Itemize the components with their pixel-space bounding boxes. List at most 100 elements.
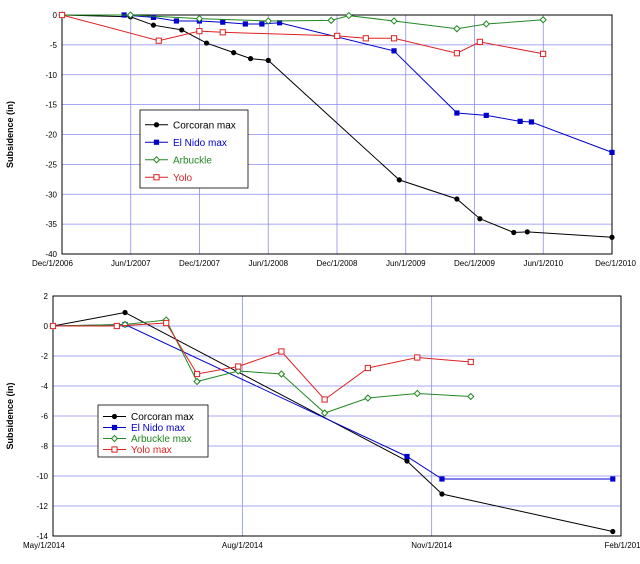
series-el-nido-max	[50, 321, 616, 482]
data-point	[278, 348, 285, 355]
data-point	[58, 11, 66, 19]
x-tick-label: Feb/1/2015	[605, 541, 640, 550]
data-point	[196, 28, 203, 35]
data-point	[517, 118, 523, 124]
data-point	[277, 370, 286, 378]
series-arbuckle	[58, 11, 547, 33]
plot-frame	[61, 14, 613, 255]
data-point	[482, 20, 490, 28]
data-point	[404, 458, 410, 464]
legend-entry: Corcoran max	[131, 412, 194, 423]
y-tick-label: -12	[36, 502, 48, 511]
data-point	[610, 528, 616, 535]
y-tick-label: -10	[36, 472, 48, 481]
data-point	[334, 32, 341, 40]
x-tick-label: Aug/1/2014	[222, 541, 263, 550]
y-tick-label: -5	[50, 41, 58, 50]
plot-frame	[52, 295, 622, 537]
y-tick-label: 0	[53, 11, 58, 20]
data-point	[609, 234, 615, 240]
x-tick-label: Dec/1/2008	[317, 259, 358, 268]
data-point	[179, 27, 185, 33]
y-tick-label: 2	[44, 292, 49, 301]
x-tick-label: Jun/1/2007	[111, 259, 151, 268]
y-axis-label: Subsidence (in)	[5, 382, 15, 449]
y-tick-label: 0	[44, 322, 49, 331]
series-line	[53, 322, 471, 401]
data-point	[219, 29, 226, 36]
data-point	[203, 40, 210, 46]
data-point	[173, 18, 180, 24]
legend-marker	[111, 413, 118, 420]
data-point	[364, 364, 371, 372]
data-point	[248, 56, 254, 62]
y-tick-label: -2	[41, 352, 49, 361]
data-point	[235, 363, 242, 370]
data-point	[327, 16, 335, 25]
x-tick-label: Jun/1/2010	[523, 259, 563, 268]
y-tick-label: -15	[45, 101, 57, 110]
y-tick-label: -8	[41, 442, 49, 451]
x-tick-label: Dec/1/2007	[179, 259, 220, 268]
data-point	[414, 354, 421, 361]
legend-entry: El Nido max	[131, 423, 185, 434]
y-axis-label: Subsidence (in)	[5, 101, 15, 168]
data-point	[242, 21, 248, 27]
y-tick-label: -4	[41, 382, 49, 391]
data-point	[467, 392, 475, 401]
legend-marker	[111, 424, 118, 431]
data-point	[390, 17, 398, 25]
data-point	[540, 50, 547, 57]
data-point	[126, 11, 135, 19]
series-line	[52, 319, 471, 414]
data-point	[528, 119, 535, 125]
y-tick-label: -35	[45, 220, 57, 229]
series-line	[61, 14, 613, 238]
y-tick-label: -6	[41, 412, 49, 421]
x-tick-label: Nov/1/2014	[411, 541, 452, 550]
data-point	[163, 319, 170, 327]
y-tick-label: -30	[45, 190, 57, 199]
data-point	[259, 21, 265, 27]
data-point	[511, 229, 517, 236]
legend-marker	[111, 446, 118, 453]
series-line	[61, 14, 544, 55]
y-tick-label: -20	[45, 131, 57, 140]
data-point	[264, 17, 273, 25]
data-point	[396, 177, 402, 183]
x-tick-label: May/1/2014	[23, 541, 65, 550]
series-line	[62, 14, 544, 30]
data-point	[454, 196, 460, 202]
data-point	[49, 322, 57, 330]
legend-marker	[152, 156, 161, 164]
data-point	[453, 25, 461, 33]
data-point	[321, 396, 328, 403]
legend-entry: Yolo	[173, 173, 193, 184]
data-point	[609, 149, 615, 156]
y-tick-label: -40	[45, 250, 57, 259]
data-point	[404, 453, 410, 460]
y-tick-label: -25	[45, 160, 57, 169]
series-yolo	[58, 11, 547, 57]
data-point	[276, 20, 283, 26]
data-point	[467, 358, 474, 366]
data-point	[265, 57, 271, 64]
data-point	[345, 11, 353, 20]
legend-marker	[153, 174, 160, 181]
data-point	[453, 50, 461, 57]
data-point	[391, 48, 397, 54]
legend-marker	[110, 434, 119, 443]
data-point	[150, 14, 157, 20]
data-point	[390, 35, 398, 42]
data-point	[195, 14, 204, 23]
data-point	[539, 16, 547, 24]
legend-marker	[153, 122, 160, 128]
legend-entry: Arbuckle	[173, 155, 212, 166]
data-point	[220, 19, 226, 25]
x-tick-label: Dec/1/2010	[595, 259, 636, 268]
series-yolo-max	[49, 319, 474, 403]
data-point	[364, 394, 372, 402]
data-point	[610, 476, 616, 482]
